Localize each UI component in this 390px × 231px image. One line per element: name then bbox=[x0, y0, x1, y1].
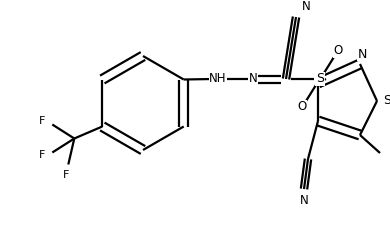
Text: F: F bbox=[39, 151, 46, 161]
Text: F: F bbox=[63, 170, 69, 180]
Text: F: F bbox=[39, 116, 46, 125]
Text: NH: NH bbox=[209, 72, 227, 85]
Text: N: N bbox=[249, 73, 257, 85]
Text: S: S bbox=[316, 73, 324, 85]
Text: N: N bbox=[357, 48, 367, 61]
Text: N: N bbox=[300, 194, 308, 207]
Text: O: O bbox=[333, 45, 343, 58]
Text: N: N bbox=[301, 0, 310, 12]
Text: S: S bbox=[383, 94, 390, 107]
Text: O: O bbox=[297, 100, 307, 113]
